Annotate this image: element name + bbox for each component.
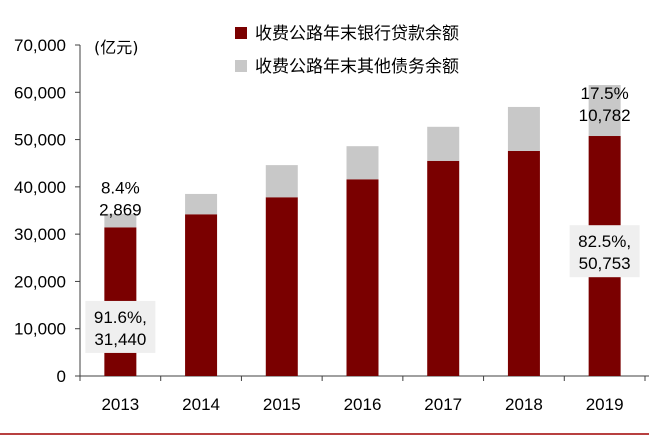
ann-2019-loan-line2: 50,753 [579, 254, 631, 273]
data-annotations: 8.4% 2,869 91.6%, 31,440 17.5% 10,782 82.5%, 50… [85, 84, 640, 353]
y-axis-ticks: 0 10,000 20,000 30,000 40,000 50,000 60,000 70,… [14, 36, 80, 386]
ann-2013-other-line1: 8.4% [101, 178, 140, 197]
x-tick-label-2016: 2016 [344, 395, 382, 414]
ann-2013-loan-box [85, 300, 156, 353]
ann-2019-other-line1: 17.5% [581, 84, 629, 103]
bar-bank-loan-2014 [185, 214, 218, 376]
bar-other-debt-2019 [588, 85, 621, 137]
bar-other-debt-2015 [265, 165, 298, 198]
bar-bank-loan-2015 [265, 197, 298, 376]
ann-2013-loan-line1: 91.6%, [94, 308, 147, 327]
legend-label-bank-loan: 收费公路年末银行贷款余额 [255, 24, 459, 44]
legend-item-bank-loan: 收费公路年末银行贷款余额 [235, 24, 459, 44]
ann-2019-other-line2: 10,782 [579, 106, 631, 125]
bar-other-debt-2018 [507, 106, 540, 151]
y-tick-label: 30,000 [14, 225, 66, 244]
bar-other-debt-2016 [346, 146, 379, 180]
ann-2013-other: 8.4% 2,869 [99, 178, 142, 219]
bar-other-debt-2017 [427, 126, 460, 161]
bar-bank-loan-2016 [346, 179, 379, 376]
x-axis: 2013 2014 2015 2016 2017 2018 2019 [79, 375, 649, 414]
y-tick-label: 50,000 [14, 131, 66, 150]
bar-bank-loan-2018 [507, 150, 540, 376]
y-tick-label: 0 [57, 367, 66, 386]
y-tick-label: 10,000 [14, 320, 66, 339]
bar-bank-loan-2017 [427, 160, 460, 376]
legend-item-other-debt: 收费公路年末其他债务余额 [235, 57, 459, 77]
ann-2013-loan: 91.6%, 31,440 [85, 300, 156, 353]
y-unit-label: (亿元) [94, 38, 139, 57]
bar-other-debt-2014 [185, 193, 218, 215]
ann-2019-loan-line1: 82.5%, [578, 232, 631, 251]
ann-2013-loan-line2: 31,440 [94, 330, 146, 349]
x-tick-label-2018: 2018 [505, 395, 543, 414]
x-tick-label-2015: 2015 [263, 395, 301, 414]
y-tick-label: 40,000 [14, 178, 66, 197]
x-axis-ticks: 2013 2014 2015 2016 2017 2018 2019 [79, 376, 646, 414]
x-tick-label-2014: 2014 [182, 395, 220, 414]
ann-2019-loan: 82.5%, 50,753 [569, 225, 640, 278]
y-tick-label: 70,000 [14, 36, 66, 55]
bar-other-debt-2013 [104, 213, 137, 228]
y-tick-label: 20,000 [14, 272, 66, 291]
y-axis: 0 10,000 20,000 30,000 40,000 50,000 60,000 70,… [14, 36, 81, 386]
x-tick-label-2017: 2017 [424, 395, 462, 414]
x-tick-label-2013: 2013 [101, 395, 139, 414]
legend-swatch-other-debt [235, 60, 247, 72]
ann-2019-loan-box [569, 225, 640, 278]
legend-swatch-bank-loan [235, 27, 247, 39]
legend-label-other-debt: 收费公路年末其他债务余额 [255, 57, 459, 77]
legend: 收费公路年末银行贷款余额 收费公路年末其他债务余额 [235, 24, 459, 77]
y-tick-label: 60,000 [14, 83, 66, 102]
x-tick-label-2019: 2019 [586, 395, 624, 414]
ann-2013-other-line2: 2,869 [99, 200, 142, 219]
ann-2019-other: 17.5% 10,782 [579, 84, 631, 125]
